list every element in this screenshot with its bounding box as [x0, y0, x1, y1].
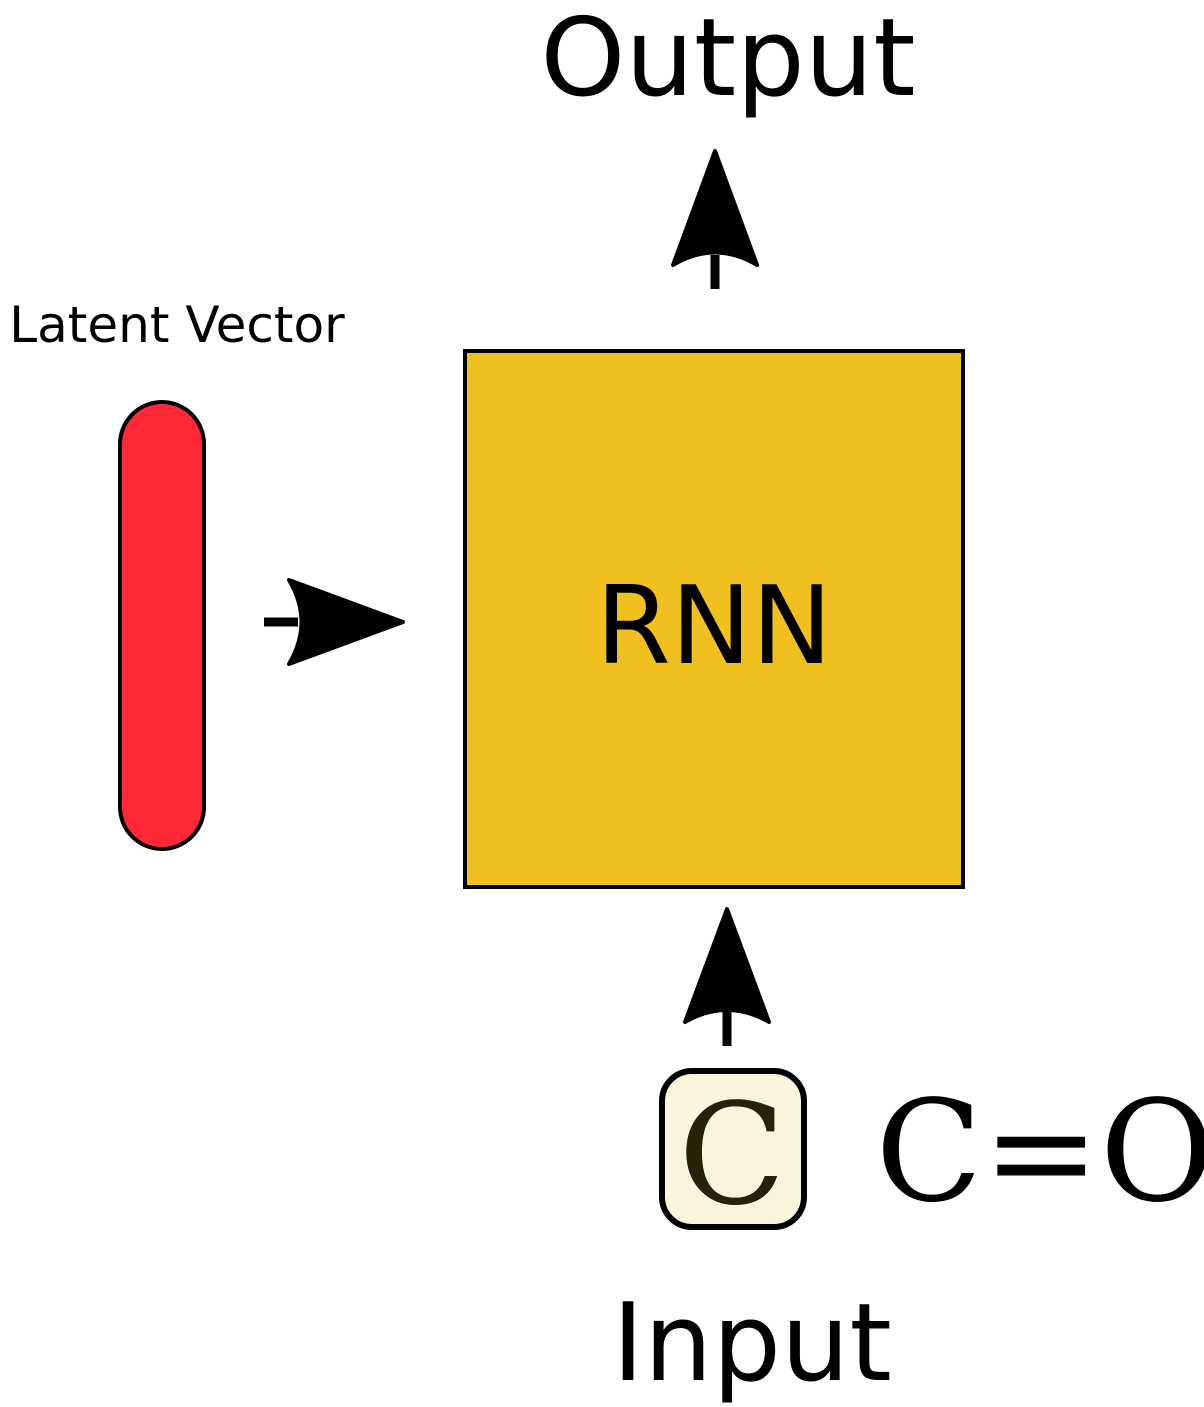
input-token-box	[659, 1068, 807, 1230]
rnn-to-output-arrow-icon	[671, 149, 759, 289]
rnn-box	[463, 349, 965, 889]
input-to-rnn-arrow-icon	[683, 907, 771, 1046]
latent-vector-label: Latent Vector	[9, 296, 345, 354]
latent-to-rnn-arrow-icon	[264, 578, 405, 666]
input-token-label: C	[678, 1074, 785, 1237]
sequence-label: C=O	[875, 1071, 1204, 1234]
input-label: Input	[612, 1281, 892, 1406]
latent-vector-bar	[118, 400, 206, 851]
output-label: Output	[540, 0, 915, 121]
rnn-label: RNN	[596, 564, 833, 689]
